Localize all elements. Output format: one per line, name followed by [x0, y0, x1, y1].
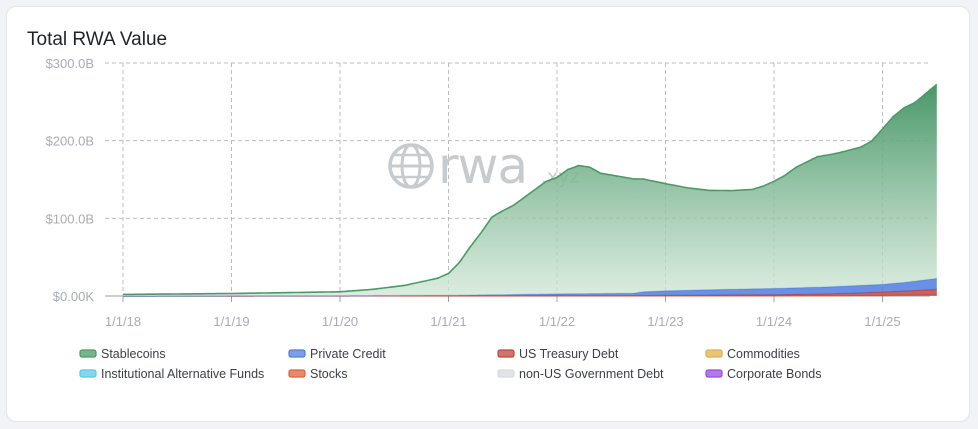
legend-swatch	[288, 349, 306, 358]
legend-item: Private Credit	[288, 347, 386, 361]
x-tick-label: 1/1/20	[322, 314, 358, 329]
axis-labels: $0.00K $100.0B $200.0B $300.0B 1/1/18 1/1/19 1…	[46, 56, 901, 329]
x-tick-label: 1/1/18	[105, 314, 141, 329]
legend-swatch	[497, 369, 515, 378]
legend-label: Commodities	[727, 347, 800, 361]
globe-icon	[388, 143, 434, 189]
legend-label: Institutional Alternative Funds	[101, 367, 264, 381]
legend-swatch	[79, 369, 97, 378]
legend-swatch	[497, 349, 515, 358]
legend-label: non-US Government Debt	[519, 367, 664, 381]
legend-item: Commodities	[705, 347, 800, 361]
y-tick-label: $0.00K	[53, 289, 95, 304]
x-tick-label: 1/1/25	[864, 314, 900, 329]
y-tick-label: $300.0B	[46, 56, 94, 71]
x-tick-label: 1/1/22	[539, 314, 575, 329]
legend-item: non-US Government Debt	[497, 367, 664, 381]
legend-item: Stocks	[288, 367, 348, 381]
y-tick-label: $200.0B	[46, 134, 94, 149]
legend-label: Private Credit	[310, 347, 386, 361]
legend-item: US Treasury Debt	[497, 347, 619, 361]
area-private-credit	[123, 278, 937, 296]
area-stablecoins	[123, 84, 937, 297]
legend-swatch	[288, 369, 306, 378]
legend-label: Stocks	[310, 367, 348, 381]
series-areas	[123, 83, 938, 297]
x-tick-label: 1/1/21	[430, 314, 466, 329]
legend-label: Stablecoins	[101, 347, 166, 361]
x-tick-label: 1/1/23	[647, 314, 683, 329]
area-us-treasury-debt	[123, 289, 937, 296]
y-tick-label: $100.0B	[46, 211, 94, 226]
legend-item: Stablecoins	[79, 347, 166, 361]
legend-swatch	[79, 349, 97, 358]
chart-title: Total RWA Value	[27, 29, 168, 50]
legend-item: Corporate Bonds	[705, 367, 822, 381]
watermark-text: rwa	[438, 137, 527, 195]
legend-label: US Treasury Debt	[519, 347, 619, 361]
legend: Stablecoins Private Credit US Treasury Deb…	[79, 347, 822, 381]
legend-swatch	[705, 349, 723, 358]
legend-swatch	[705, 369, 723, 378]
x-tick-label: 1/1/24	[756, 314, 792, 329]
line-stablecoins	[123, 83, 938, 296]
x-tick-label: 1/1/19	[213, 314, 249, 329]
legend-label: Corporate Bonds	[727, 367, 822, 381]
legend-item: Institutional Alternative Funds	[79, 367, 264, 381]
